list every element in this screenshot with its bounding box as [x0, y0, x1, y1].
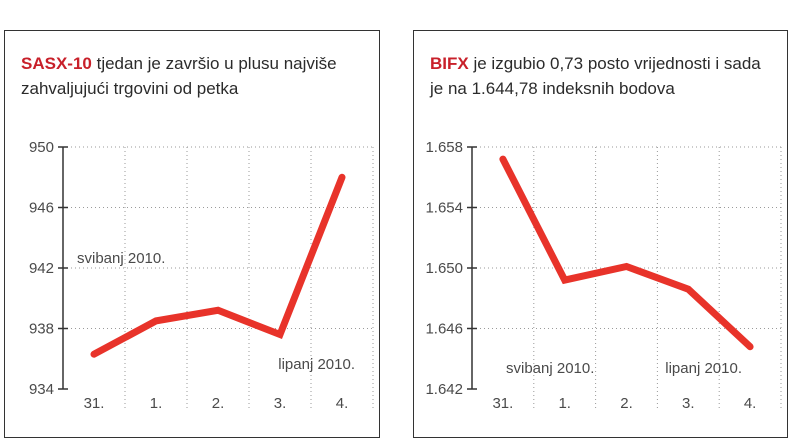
x-tick-label: 1.	[150, 395, 163, 412]
y-tick-label: 938	[29, 321, 54, 338]
x-tick-label: 3.	[274, 395, 287, 412]
y-tick-label: 942	[29, 260, 54, 277]
bifx-line-chart: 1.642 1.646 1.650 1.654 1.658 31. 1. 2. 3. 4. svib…	[425, 139, 782, 412]
chart-panel-sasx: SASX-10 tjedan je završio u plusu najviš…	[4, 30, 380, 438]
x-tick-label: 2.	[620, 395, 633, 412]
chart-caption: SASX-10 tjedan je završio u plusu najviš…	[21, 51, 369, 101]
y-tick-label: 934	[29, 381, 54, 398]
caption-text: tjedan je završio u plusu najviše zahval…	[21, 54, 337, 98]
y-tick-label: 1.646	[425, 321, 463, 338]
caption-text: je izgubio 0,73 posto vrijednosti i sada…	[430, 54, 761, 98]
y-tick-label: 946	[29, 200, 54, 217]
sasx-line-chart: 934 938 942 946 950 31. 1. 2. 3. 4. svibanj 2010. l…	[29, 139, 374, 412]
chart-caption: BIFX je izgubio 0,73 posto vrijednosti i…	[430, 51, 777, 101]
caption-lead: BIFX	[430, 54, 469, 73]
x-tick-label: 2.	[212, 395, 225, 412]
x-tick-label: 4.	[744, 395, 757, 412]
month-annotation: svibanj 2010.	[506, 360, 594, 377]
x-tick-label: 3.	[682, 395, 695, 412]
x-tick-label: 31.	[84, 395, 105, 412]
month-annotation: lipanj 2010.	[665, 360, 742, 377]
y-tick-label: 1.642	[425, 381, 463, 398]
y-tick-label: 950	[29, 139, 54, 156]
month-annotation: svibanj 2010.	[77, 250, 165, 267]
series-line	[499, 155, 754, 351]
y-tick-label: 1.654	[425, 200, 463, 217]
y-tick-label: 1.650	[425, 260, 463, 277]
month-annotation: lipanj 2010.	[278, 356, 355, 373]
x-tick-label: 1.	[558, 395, 571, 412]
chart-panel-bifx: BIFX je izgubio 0,73 posto vrijednosti i…	[413, 30, 788, 438]
x-tick-label: 31.	[492, 395, 513, 412]
x-tick-label: 4.	[336, 395, 349, 412]
y-tick-label: 1.658	[425, 139, 463, 156]
caption-lead: SASX-10	[21, 54, 92, 73]
